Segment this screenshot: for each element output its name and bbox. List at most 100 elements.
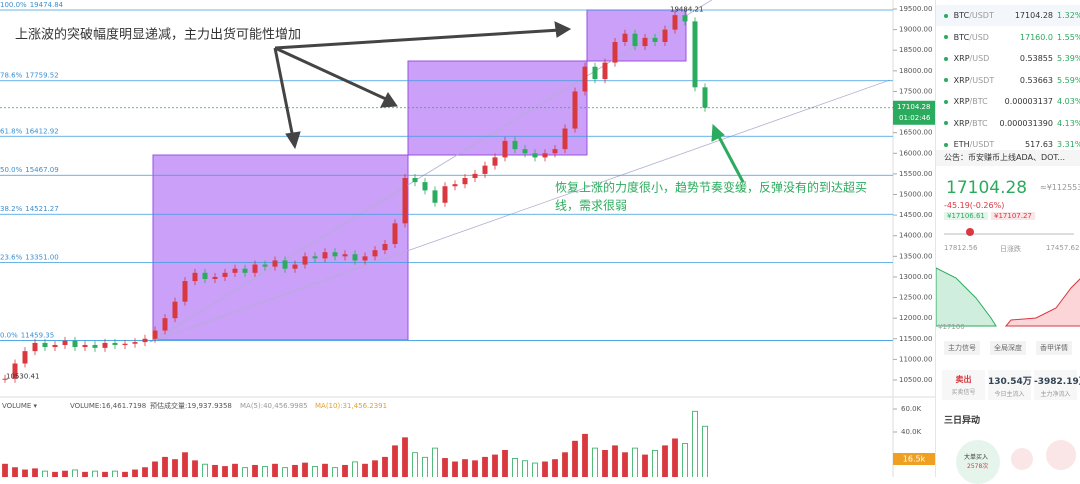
ticker-row[interactable]: BTC/USDT 17104.28 1.32% (936, 5, 1080, 26)
tab[interactable]: 全局深度 (990, 341, 1026, 355)
ticker-base: ETH (953, 140, 970, 149)
notice[interactable]: 公告：币安赚币上线ADA、DOT... (944, 153, 1065, 162)
last-price-bg (893, 100, 935, 125)
candle (542, 153, 548, 158)
arrows (273, 21, 572, 150)
ticker-row[interactable]: XRP/USD 0.53855 5.39% (936, 48, 1080, 69)
volume-bar (652, 449, 658, 477)
candle (642, 37, 648, 47)
fib-label: 78.6% 17759.52 (0, 72, 59, 80)
tab[interactable]: 主力信号 (944, 341, 980, 355)
volume-bar (172, 459, 178, 477)
cny-price: ≈¥112553.00 (1040, 183, 1080, 192)
y-tick-label: 13500.00 (899, 252, 932, 260)
ticker-row[interactable]: XRP/BTC 0.00003137 4.03% (936, 91, 1080, 112)
fib-price: 15467.09 (25, 166, 58, 174)
candle (22, 351, 28, 364)
candle (352, 254, 358, 261)
ticker-base: BTC (953, 11, 970, 20)
arrow-head (285, 131, 301, 150)
ticker-quote: /USD (969, 54, 990, 63)
candle (422, 182, 428, 191)
tab[interactable]: 香甲详情 (1036, 341, 1072, 355)
volume-bar (12, 467, 18, 477)
arrow (274, 28, 561, 50)
ticker-row[interactable]: ETH/USDT 517.63 3.31% (936, 134, 1080, 155)
candle (602, 62, 608, 80)
volume-bar (372, 460, 378, 477)
ticker-name: ETH/USDT (954, 140, 1002, 149)
volume-bar (542, 461, 548, 477)
fib-label: 100.0% 19474.84 (0, 1, 64, 9)
volume-bar (72, 469, 78, 477)
sidebar: BTC/USDT 17104.28 1.32% BTC/USD 17160.0 1.55%… (935, 0, 1080, 484)
candle (252, 264, 258, 273)
candle (632, 33, 638, 47)
y-tick-label: 15000.00 (899, 191, 932, 199)
volume-bar (472, 460, 478, 477)
candle (52, 344, 58, 348)
y-tick-label: 12000.00 (899, 314, 932, 322)
range-label: 日涨跌 (1000, 245, 1021, 253)
ticker-quote: /USDT (969, 75, 995, 85)
volume-bar (22, 469, 28, 477)
candle (292, 264, 298, 269)
y-tick-label: 15500.00 (899, 170, 932, 178)
candle (482, 165, 488, 174)
volume-bar (292, 464, 298, 477)
fib-label: 0.0% 11459.35 (0, 331, 54, 339)
volume-header: VOLUME:16,461.7198 (70, 402, 146, 410)
candle (342, 254, 348, 257)
last-price: 17104.28 (897, 103, 930, 111)
volume-bar (192, 460, 198, 477)
ticker-row[interactable]: BTC/USD 17160.0 1.55% (936, 27, 1080, 48)
volume-bar (222, 466, 228, 477)
candle (672, 15, 678, 30)
bubble (1011, 448, 1033, 470)
arrow-head (554, 21, 572, 38)
ticker-price: 0.53855 (1019, 54, 1053, 63)
dot (944, 35, 948, 39)
volume-bar (262, 466, 268, 477)
ticker-base: BTC (953, 32, 970, 42)
volume-bar (212, 464, 218, 477)
volume-bar (622, 452, 628, 477)
volume-bar (462, 459, 468, 477)
stat-box: -3982.19万主力净流入 (1034, 370, 1080, 400)
volume-bar (242, 467, 248, 477)
candle (132, 342, 138, 344)
ticker-price: 17104.28 (1014, 11, 1053, 20)
candle (282, 260, 288, 269)
candle (532, 153, 538, 158)
candle (662, 29, 668, 42)
candle (562, 128, 568, 150)
volume-bar (522, 460, 528, 477)
ticker-quote: /USDT (969, 140, 995, 149)
ticker-change: 1.32% (1057, 11, 1080, 20)
ticker-name: XRP/USDT (954, 76, 1002, 85)
volume-bar (252, 464, 258, 477)
fib-label: 50.0% 15467.09 (0, 166, 59, 174)
ticker-price: 0.53663 (1019, 75, 1053, 85)
candle (212, 276, 218, 280)
ticker-row[interactable]: XRP/BTC 0.000031390 4.13% (936, 113, 1080, 134)
volume-bar (152, 461, 158, 477)
y-tick-label: 14000.00 (899, 232, 932, 240)
volume-bar (282, 467, 288, 477)
volume-header: MA(10):31,456.2391 (315, 402, 387, 410)
volume-bar (42, 470, 48, 477)
annotation: 上涨波的突破幅度明显递减，主力出货可能性增加 (15, 27, 301, 43)
y-tick-label: 18500.00 (899, 46, 932, 54)
depth-price: ¥17100 (938, 323, 965, 331)
fib-price: 17759.52 (25, 72, 58, 80)
volume-badge-bg (893, 453, 935, 465)
ticker-change: 5.59% (1057, 75, 1080, 85)
volume-bar (602, 449, 608, 477)
ticker-row[interactable]: XRP/USDT 0.53663 5.59% (936, 70, 1080, 91)
ticker-name: XRP/USD (954, 54, 1002, 63)
range-low: 17812.56 (944, 244, 978, 252)
ticker-change: 1.55% (1057, 32, 1080, 42)
y-tick-label: 12500.00 (899, 294, 932, 302)
candle (142, 338, 148, 343)
price-layer: 19500.00 19000.00 18500.00 18000.00 17500.00… (0, 1, 935, 477)
